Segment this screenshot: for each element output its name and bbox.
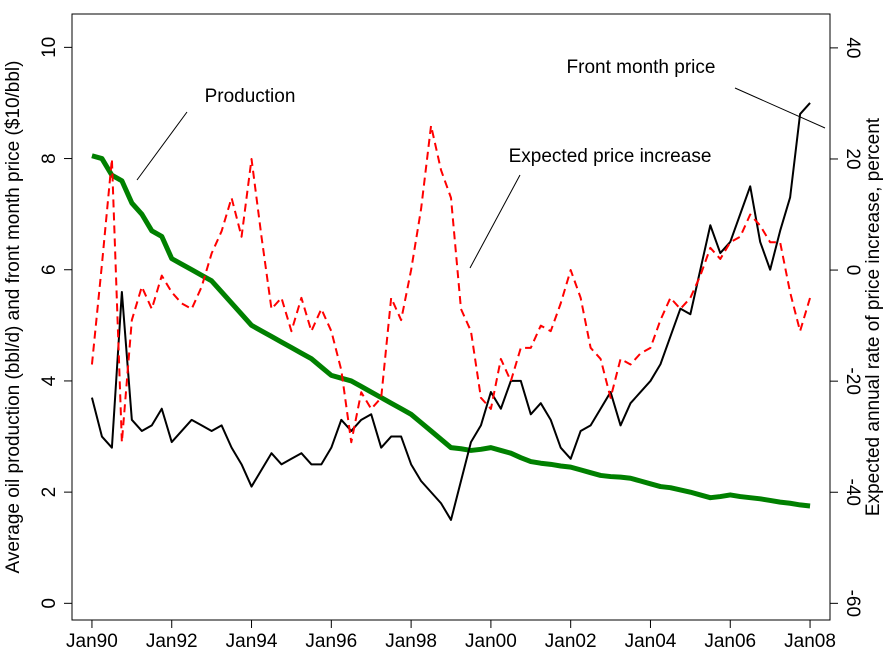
label-pointer [734, 87, 826, 129]
x-tick-label: Jan92 [146, 631, 198, 652]
series-label: Expected price increase [509, 146, 712, 167]
plot-frame [71, 13, 831, 621]
x-tick-label: Jan94 [226, 631, 278, 652]
series-line [91, 153, 811, 509]
x-tick-label: Jan00 [465, 631, 517, 652]
y-axis-title: Average oil production (bbl/d) and front… [3, 61, 24, 574]
y2-tick-label: -40 [842, 479, 863, 506]
series-line [90, 102, 811, 521]
y2-tick-label: -60 [842, 590, 863, 617]
y-tick-label: 6 [39, 264, 60, 275]
series-label: Production [205, 86, 296, 107]
y2-tick-label: -20 [842, 367, 863, 394]
label-pointer [469, 174, 521, 269]
x-tick-label: Jan06 [704, 631, 756, 652]
y2-tick-label: 0 [842, 265, 863, 276]
x-tick-label: Jan02 [545, 631, 597, 652]
x-tick-label: Jan98 [385, 631, 437, 652]
x-tick-label: Jan04 [625, 631, 677, 652]
y-tick-label: 8 [39, 153, 60, 164]
x-tick-label: Jan08 [784, 631, 836, 652]
series-label: Front month price [567, 57, 716, 78]
y-tick-label: 2 [39, 487, 60, 498]
x-tick-label: Jan90 [66, 631, 118, 652]
y2-tick-label: 20 [842, 148, 863, 169]
y2-tick-label: 40 [842, 37, 863, 58]
label-pointer [136, 111, 188, 181]
y-tick-label: 0 [39, 598, 60, 609]
series-line [90, 124, 812, 444]
y-tick-label: 4 [39, 375, 60, 386]
x-tick-label: Jan96 [305, 631, 357, 652]
y2-axis-title: Expected annual rate of price increase, … [863, 117, 884, 516]
y-tick-label: 10 [39, 37, 60, 58]
